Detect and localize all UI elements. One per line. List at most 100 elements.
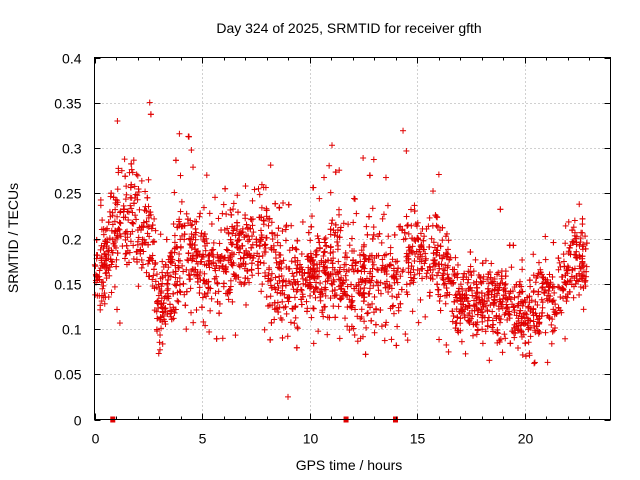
data-point (216, 240, 223, 247)
data-point (453, 291, 460, 298)
data-point (206, 328, 213, 335)
data-point (157, 231, 164, 238)
data-point (125, 217, 132, 224)
data-point (508, 264, 515, 271)
data-point (243, 301, 250, 308)
data-point (197, 233, 204, 240)
data-point (96, 267, 103, 274)
data-point (167, 273, 174, 280)
data-point (164, 281, 171, 288)
data-point (283, 310, 290, 317)
data-point (462, 350, 469, 357)
data-point (583, 263, 590, 270)
data-point (411, 202, 418, 209)
data-point (571, 229, 578, 236)
data-point (200, 236, 207, 243)
data-point (111, 283, 118, 290)
data-point (267, 162, 274, 169)
data-point (394, 323, 401, 330)
data-point (146, 233, 153, 240)
data-point (320, 253, 327, 260)
data-point (571, 283, 578, 290)
data-point (280, 199, 287, 206)
data-point (320, 313, 327, 320)
data-point (124, 247, 131, 254)
data-point (489, 324, 496, 331)
data-point (445, 275, 452, 282)
data-point (274, 239, 281, 246)
data-point (314, 273, 321, 280)
data-point (212, 290, 219, 297)
data-point (525, 339, 532, 346)
data-point (527, 333, 534, 340)
data-point (541, 290, 548, 297)
data-point (324, 331, 331, 338)
data-point (146, 99, 153, 106)
data-point (369, 265, 376, 272)
data-point (317, 280, 324, 287)
data-point (394, 258, 401, 265)
data-point (171, 281, 178, 288)
data-point (129, 209, 136, 216)
data-point (118, 167, 125, 174)
data-point (479, 340, 486, 347)
data-point (256, 191, 263, 198)
data-point (382, 321, 389, 328)
data-point (372, 305, 379, 312)
data-point (378, 323, 385, 330)
data-point (365, 309, 372, 316)
data-point (458, 338, 465, 345)
data-point (152, 259, 159, 266)
data-point (342, 315, 349, 322)
data-point (202, 247, 209, 254)
data-point (495, 303, 502, 310)
data-point (133, 171, 140, 178)
data-point (114, 117, 121, 124)
data-point (542, 256, 549, 263)
data-point (350, 268, 357, 275)
data-point (443, 341, 450, 348)
data-point (344, 283, 351, 290)
data-point (177, 172, 184, 179)
data-point (181, 222, 188, 229)
data-point (562, 335, 569, 342)
data-point (230, 271, 237, 278)
data-point (259, 252, 266, 259)
data-point (293, 246, 300, 253)
data-point (171, 189, 178, 196)
data-point (387, 305, 394, 312)
data-point (206, 210, 213, 217)
data-point (480, 273, 487, 280)
data-point (257, 238, 264, 245)
data-point (370, 282, 377, 289)
data-point (167, 253, 174, 260)
data-point (271, 316, 278, 323)
data-point (482, 257, 489, 264)
data-point (370, 156, 377, 163)
data-point (132, 191, 139, 198)
data-point (442, 300, 449, 307)
data-point (310, 305, 317, 312)
data-point (389, 256, 396, 263)
data-point (268, 276, 275, 283)
data-point (204, 289, 211, 296)
data-point (207, 307, 214, 314)
data-point (519, 351, 526, 358)
data-point (421, 260, 428, 267)
data-point (485, 294, 492, 301)
data-point (542, 233, 549, 240)
data-point (158, 325, 165, 332)
data-point (171, 232, 178, 239)
data-point (579, 243, 586, 250)
data-point (370, 261, 377, 268)
data-point (435, 171, 442, 178)
data-point (263, 213, 270, 220)
data-point (117, 208, 124, 215)
data-point (321, 239, 328, 246)
data-point (127, 202, 134, 209)
data-point (373, 278, 380, 285)
data-point (542, 329, 549, 336)
data-point (530, 251, 537, 258)
data-point (371, 293, 378, 300)
data-point (470, 279, 477, 286)
